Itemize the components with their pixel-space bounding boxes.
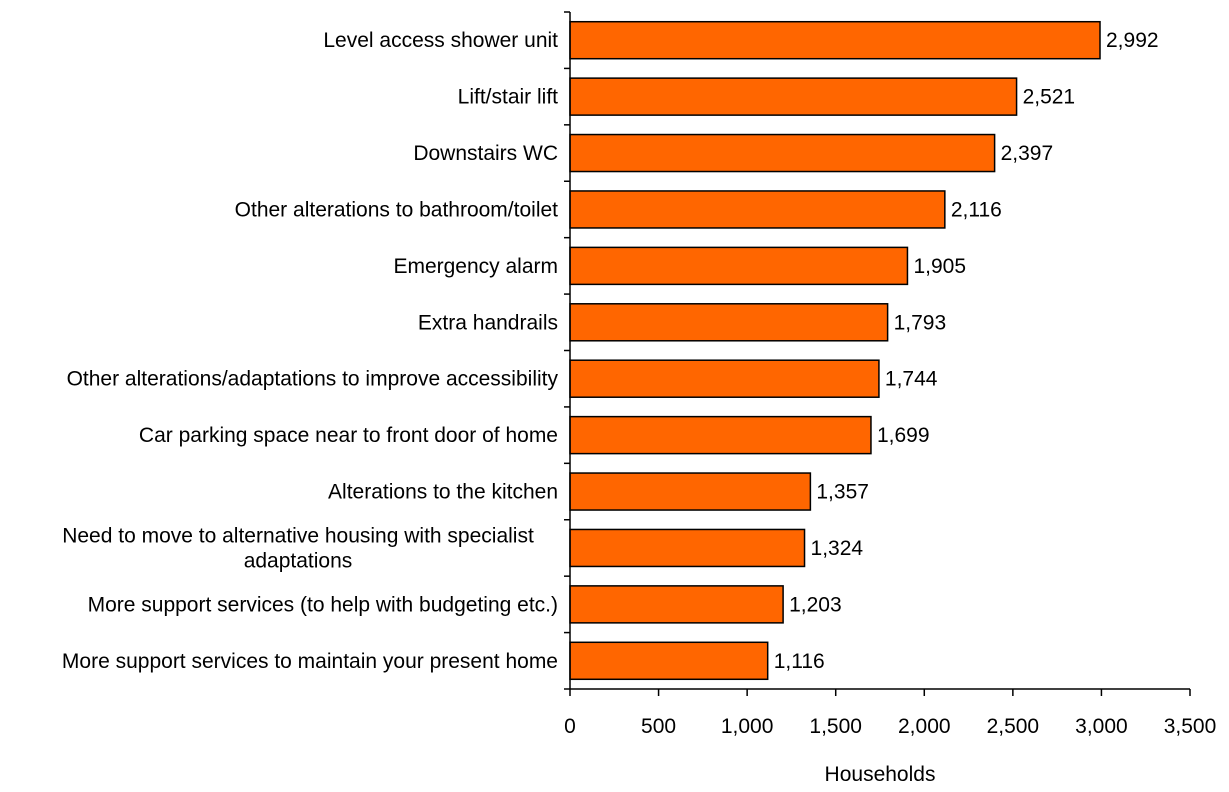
x-tick-label: 3,500 [1164, 715, 1217, 738]
bar [569, 415, 872, 455]
category-label: Alterations to the kitchen [328, 481, 558, 504]
x-tick-label: 2,500 [987, 715, 1040, 738]
data-label: 1,699 [877, 424, 930, 447]
bar [569, 472, 812, 511]
category-label: Need to move to alternative housing with… [62, 524, 534, 572]
category-label: Lift/stair lift [458, 86, 559, 109]
category-label-line: Lift/stair lift [458, 86, 559, 109]
bar [569, 528, 806, 568]
data-label: 1,116 [774, 650, 825, 673]
x-tick-label: 0 [564, 715, 576, 738]
data-label: 1,357 [816, 481, 869, 504]
x-tick-label: 1,000 [721, 715, 774, 738]
category-label: Downstairs WC [413, 142, 558, 165]
data-label: 2,116 [951, 198, 1002, 221]
data-label: 2,521 [1023, 86, 1076, 109]
category-label-line: Emergency alarm [393, 255, 558, 278]
x-tick-label: 1,500 [809, 715, 862, 738]
category-label: Emergency alarm [393, 255, 558, 278]
category-label: More support services (to help with budg… [88, 593, 558, 616]
category-label: Extra handrails [418, 311, 558, 334]
bar [569, 77, 1018, 116]
category-label-line: More support services to maintain your p… [62, 650, 558, 673]
data-label: 1,744 [885, 368, 938, 391]
category-label-line: More support services (to help with budg… [88, 593, 558, 616]
bar [569, 303, 889, 342]
category-label-line: Extra handrails [418, 311, 558, 334]
category-label-line: Level access shower unit [323, 29, 558, 52]
category-label: Other alterations/adaptations to improve… [67, 368, 559, 391]
category-label-line: Downstairs WC [413, 142, 558, 165]
category-label-line: Other alterations to bathroom/toilet [235, 198, 559, 221]
x-axis-title: Households [825, 763, 936, 786]
bar [569, 20, 1101, 60]
data-label: 1,793 [894, 311, 947, 334]
data-label: 1,203 [789, 593, 842, 616]
category-label: More support services to maintain your p… [62, 650, 558, 673]
data-label: 2,397 [1001, 142, 1054, 165]
bar [569, 133, 996, 173]
bar [569, 641, 769, 681]
category-label-line: adaptations [244, 549, 353, 572]
x-tick-label: 3,000 [1075, 715, 1128, 738]
data-label: 2,992 [1106, 29, 1159, 52]
bar [569, 246, 909, 286]
category-label-line: Car parking space near to front door of … [139, 424, 558, 447]
category-label: Level access shower unit [323, 29, 558, 52]
bar [569, 585, 784, 624]
category-label-line: Alterations to the kitchen [328, 481, 558, 504]
data-label: 1,905 [913, 255, 966, 278]
category-label-line: Need to move to alternative housing with… [62, 524, 534, 547]
bar [569, 359, 880, 398]
category-label-line: Other alterations/adaptations to improve… [67, 368, 559, 391]
data-label: 1,324 [811, 537, 864, 560]
category-label: Car parking space near to front door of … [139, 424, 558, 447]
x-tick-label: 500 [641, 715, 676, 738]
category-label: Other alterations to bathroom/toilet [235, 198, 559, 221]
bar [569, 190, 946, 229]
x-tick-label: 2,000 [898, 715, 951, 738]
